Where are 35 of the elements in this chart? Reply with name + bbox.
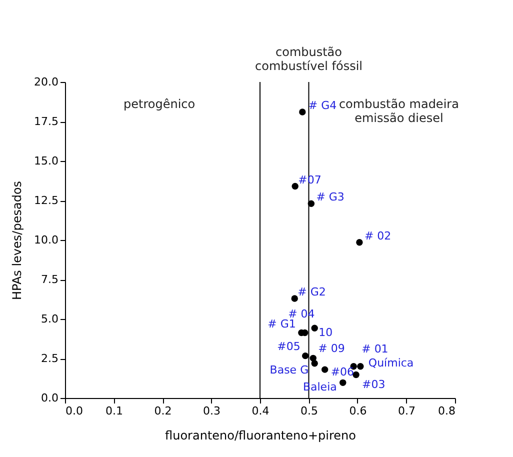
annotation: # G3 (316, 190, 344, 204)
x-tick-label: 0.6 (349, 404, 367, 418)
y-axis-title: HPAs leves/pesados (10, 180, 24, 300)
annotation: # G2 (298, 285, 326, 298)
annotation: 10 (318, 326, 333, 340)
x-tick-label: 0.5 (300, 404, 318, 418)
x-tick-label: 0.2 (154, 404, 172, 418)
x-tick-label: 0.0 (66, 404, 83, 418)
y-tick-label: 12.5 (34, 194, 58, 207)
y-tick-label: 5.0 (41, 312, 58, 326)
y-tick-label: 10.0 (34, 234, 58, 246)
x-tick-label: 0.4 (252, 404, 270, 418)
y-tick-label: 2.5 (41, 352, 58, 365)
y-tick-label: 7.5 (41, 273, 58, 286)
x-tick-label: 0.3 (203, 404, 220, 418)
y-tick-label: 17.5 (34, 115, 58, 128)
annotation: # 02 (364, 229, 392, 242)
y-tick-label: 15.0 (34, 154, 58, 168)
annotation: Base G (270, 363, 309, 376)
y-tick-label: 20.0 (34, 76, 58, 88)
y-tick-label: 0.0 (41, 392, 58, 404)
annotation: Química (368, 356, 414, 370)
text: combustão combustível fóssil (254, 44, 363, 73)
annotation: #03 (362, 378, 386, 391)
annotation: petrogênico (124, 97, 196, 112)
annotation: #06 (330, 366, 354, 379)
annotation: combustão madeira emissão diesel (338, 97, 459, 126)
x-axis-title: fluoranteno/fluoranteno+pireno (165, 428, 356, 442)
annotation: # G1 (268, 318, 296, 331)
x-tick-label: 0.8 (438, 404, 456, 418)
x-tick-label: 0.1 (106, 404, 123, 418)
annotation: #05 (277, 340, 300, 353)
annotation: # 01 (362, 342, 388, 356)
annotation: # 09 (318, 342, 345, 356)
x-tick-label: 0.7 (398, 404, 416, 418)
